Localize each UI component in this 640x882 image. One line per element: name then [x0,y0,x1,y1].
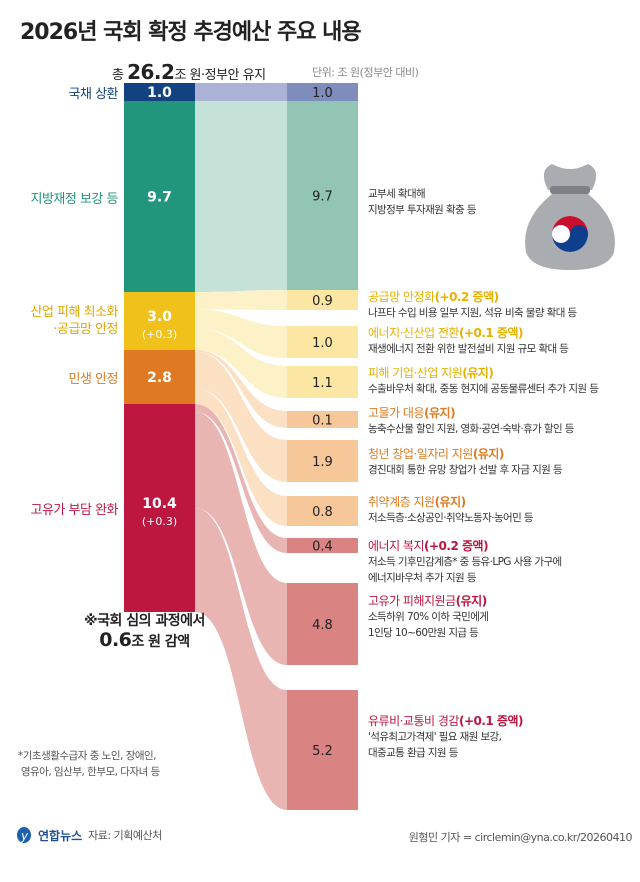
left-bar-value: 9.7 [147,190,172,206]
right-bar-value: 1.0 [312,336,333,351]
logo-text: 연합뉴스 [38,828,83,843]
total-prefix: 총 [112,68,128,83]
left-bar [124,292,195,350]
right-bar [287,83,358,101]
right-bar-value: 0.9 [312,294,333,309]
total-summary: 총 26.2조 원·정부안 유지 [112,60,266,84]
item-title: 유류비·교통비 경감(+0.1 증액) [368,714,524,728]
right-bar [287,440,358,482]
item-description: 소득하위 70% 이하 국민에게 [368,611,489,623]
item-description: 에너지바우처 추가 지원 등 [368,572,476,584]
flow-band [195,388,287,526]
flow-band [195,351,287,482]
right-bar [287,366,358,398]
right-bar-value: 0.8 [312,505,333,520]
right-bar [287,690,358,810]
left-category-label: 산업 피해 최소화 ·공급망 안정 [30,305,119,337]
item-description: 대중교통 환급 지원 등 [368,747,458,759]
note-line1: ※국회 심의 과정에서 [84,613,205,629]
right-bar [287,101,358,290]
credit-text: 원형민 기자 = circlemin@yna.co.kr/20260410 [408,831,633,844]
left-bar [124,101,195,292]
flow-band [195,101,287,292]
footnote-line: *기초생활수급자 중 노인, 장애인, [18,750,157,762]
flow-band [195,290,287,310]
right-bar [287,411,358,428]
flow-band [195,412,287,665]
right-bar [287,290,358,310]
left-bar-change: (+0.3) [142,515,177,528]
item-title: 에너지 복지(+0.2 증액) [368,539,489,553]
page-title: 2026년 국회 확정 추경예산 주요 내용 [20,20,362,45]
note-amount: 0.6 [99,629,132,651]
item-title: 청년 창업·일자리 지원(유지) [368,447,504,461]
item-description: 경진대회 통한 유망 창업가 선발 후 자금 지원 등 [368,464,563,476]
left-bar-value: 2.8 [147,370,172,386]
yonhap-logo-icon: y [17,827,31,843]
item-description: 저소득 기후민감계층* 중 등유·LPG 사용 가구에 [368,556,562,568]
right-bar-value: 1.0 [312,86,333,101]
item-title: 에너지·신산업 전환(+0.1 증액) [368,326,524,340]
item-description: 저소득층·소상공인·취약노동자·농어민 등 [368,512,534,524]
footnote-line: 영유아, 임산부, 한부모, 다자녀 등 [20,766,160,778]
flow-band [195,404,287,553]
right-bar-value: 0.1 [312,414,333,429]
left-category-label: 민생 안정 [68,372,119,387]
footer-source: y 연합뉴스 자료: 기획예산처 [16,826,162,844]
source-text: 자료: 기획예산처 [88,829,162,842]
left-bar-value: 3.0 [147,309,172,325]
reduction-note: ※국회 심의 과정에서 0.6조 원 감액 [84,612,205,652]
footnote: *기초생활수급자 중 노인, 장애인, 영유아, 임산부, 한부모, 다자녀 등 [18,748,160,780]
left-bar [124,83,195,101]
item-title: 취약계층 지원(유지) [368,495,466,509]
flow-band [195,350,287,428]
right-bar [287,496,358,526]
right-bar-value: 0.4 [312,540,333,555]
left-bar-value: 10.4 [142,496,177,512]
total-suffix: 조 원·정부안 유지 [174,68,266,83]
flow-band [195,328,287,398]
item-description: 교부세 확대해 [368,188,426,200]
left-category-label: 고유가 부담 완화 [30,503,119,518]
right-bar-value: 1.1 [312,376,333,391]
note-suffix: 조 원 감액 [131,634,190,650]
left-category-label: 지방재정 보강 등 [30,191,119,207]
money-bag-icon [525,164,615,270]
right-bar [287,326,358,358]
left-category-label: 국채 상환 [68,87,119,102]
flow-band [195,309,287,358]
total-amount: 26.2 [127,60,175,84]
right-bar-value: 1.9 [312,455,333,470]
item-description: 지방정부 투자재원 확충 등 [368,204,476,216]
left-bar [124,404,195,612]
left-bar-value: 1.0 [147,85,172,101]
right-bar [287,583,358,665]
item-description: 농축수산물 할인 지원, 영화·공연·숙박·휴가 할인 등 [368,423,574,435]
item-title: 공급망 안정화(+0.2 증액) [368,290,499,304]
left-bar-change: (+0.3) [142,328,177,341]
flow-band [195,83,287,101]
right-bar-value: 5.2 [312,744,333,759]
item-description: 1인당 10~60만원 지급 등 [368,627,479,639]
item-title: 피해 기업·산업 지원(유지) [368,366,494,380]
item-title: 고유가 피해지원금(유지) [368,594,487,608]
right-bar [287,538,358,553]
item-description: 수출바우처 확대, 중동 현지에 공동물류센터 추가 지원 등 [368,383,599,395]
flow-band [195,508,287,810]
right-bar-value: 9.7 [312,190,333,205]
item-description: 재생에너지 전환 위한 발전설비 지원 규모 확대 등 [368,343,569,355]
right-bar-value: 4.8 [312,618,333,633]
svg-text:y: y [20,829,29,843]
item-description: 나프타 수입 비용 일부 지원, 석유 비축 물량 확대 등 [368,307,577,319]
unit-label: 단위: 조 원(정부안 대비) [312,66,419,79]
item-description: '석유최고가격제' 필요 재원 보강, [368,731,502,743]
left-bar [124,350,195,404]
item-title: 고물가 대응(유지) [368,406,456,420]
